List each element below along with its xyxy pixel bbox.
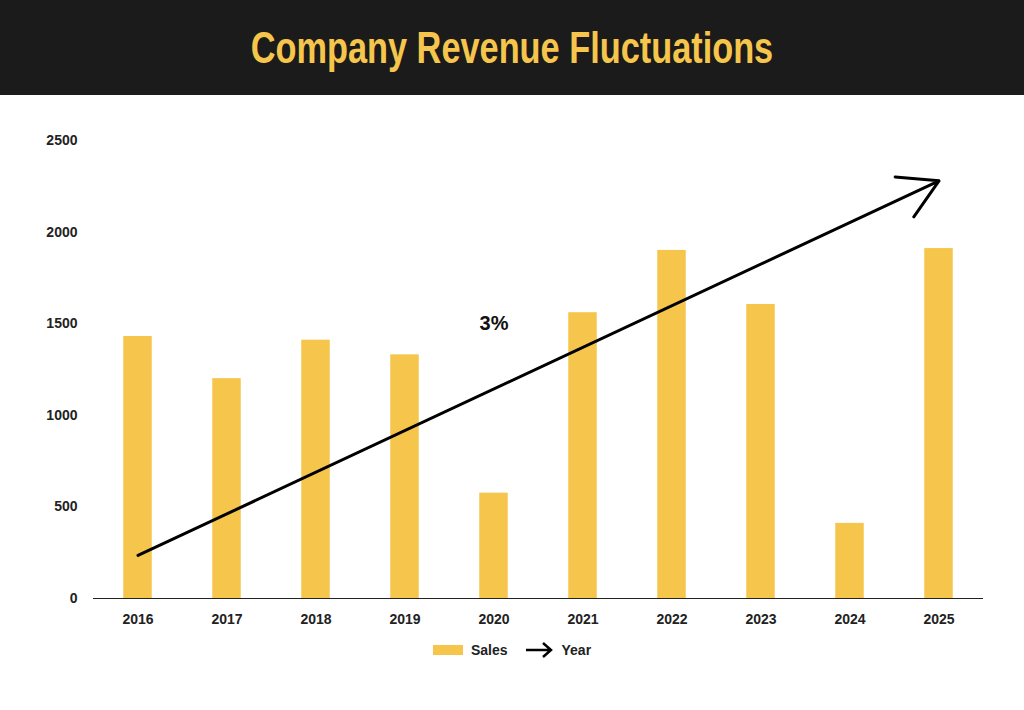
svg-text:500: 500: [54, 498, 78, 514]
svg-text:2021: 2021: [567, 611, 598, 627]
svg-text:0: 0: [70, 590, 78, 606]
html-text:Sales: Sales: [470, 642, 508, 658]
html-text:Company Revenue Fluctuations: Company Revenue Fluctuations: [250, 22, 774, 72]
svg-text:3%: 3%: [480, 312, 509, 334]
svg-text:2018: 2018: [300, 611, 331, 627]
svg-text:2017: 2017: [211, 611, 242, 627]
svg-text:2023: 2023: [745, 611, 776, 627]
svg-text:2500: 2500: [46, 132, 77, 148]
html-text:Year: Year: [561, 642, 592, 658]
svg-text:1000: 1000: [46, 407, 77, 423]
svg-text:2024: 2024: [834, 611, 865, 627]
svg-text:2016: 2016: [122, 611, 153, 627]
svg-text:2020: 2020: [478, 611, 509, 627]
svg-text:2000: 2000: [46, 224, 77, 240]
svg-text:2022: 2022: [656, 611, 687, 627]
svg-text:1500: 1500: [46, 315, 77, 331]
svg-text:2025: 2025: [923, 611, 954, 627]
svg-text:2019: 2019: [389, 611, 420, 627]
